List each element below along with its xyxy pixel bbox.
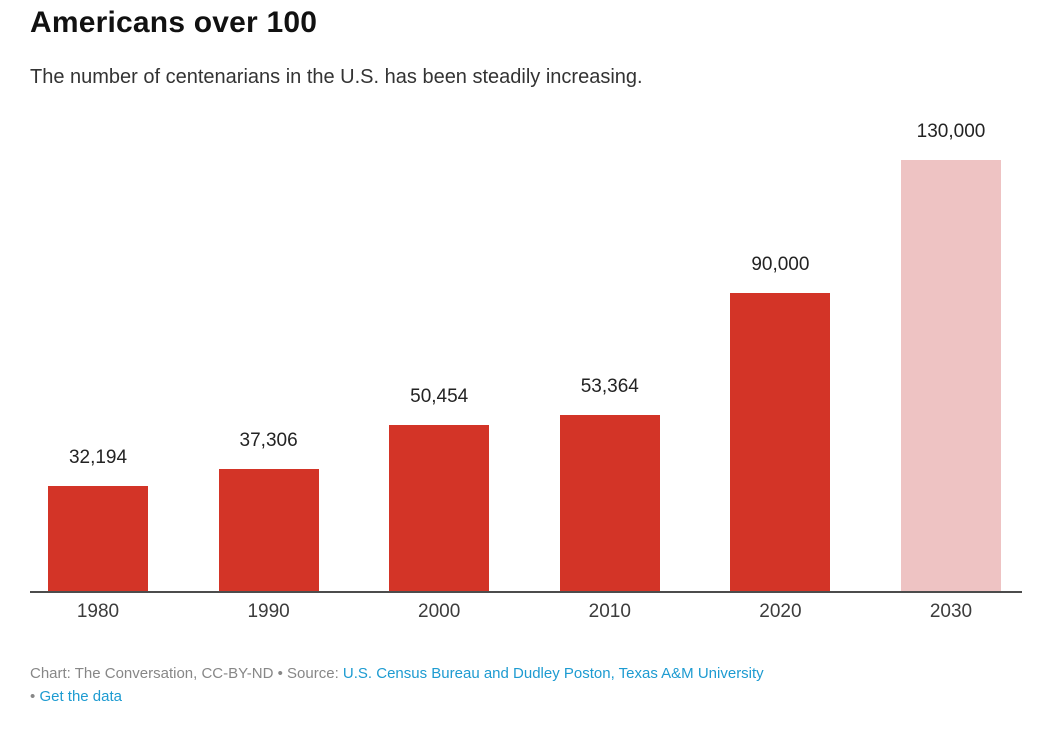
- separator-dot: •: [277, 665, 283, 682]
- x-tick-label-2020: 2020: [759, 601, 802, 622]
- bar-2020: [730, 293, 831, 593]
- x-tick-label-2030: 2030: [929, 601, 973, 622]
- value-label-1980: 32,194: [68, 446, 128, 468]
- separator-dot: •: [30, 688, 36, 705]
- bar-chart-plot-area: 32,194 1980 37,306 1990 50,454 2000 53,364 2010…: [30, 110, 1022, 622]
- value-label-2010: 53,364: [580, 376, 639, 398]
- value-label-2030: 130,000: [916, 121, 986, 142]
- source-label: Source:: [287, 665, 339, 682]
- x-tick-label-2000: 2000: [418, 601, 461, 622]
- x-tick-label-2010: 2010: [588, 601, 631, 622]
- chart-title: Americans over 100: [30, 6, 318, 39]
- bar-1980: [48, 485, 148, 593]
- chart-footer: Chart: The Conversation, CC-BY-ND • Sour…: [30, 662, 1030, 708]
- x-tick-label-1980: 1980: [76, 601, 120, 622]
- source-link[interactable]: U.S. Census Bureau and Dudley Poston, Te…: [342, 665, 764, 682]
- value-label-2020: 90,000: [751, 254, 810, 276]
- value-label-2000: 50,454: [410, 385, 469, 407]
- chart-credit: Chart: The Conversation, CC-BY-ND: [30, 665, 274, 682]
- chart-subtitle: The number of centenarians in the U.S. h…: [30, 66, 643, 88]
- x-axis-line: [30, 591, 1022, 593]
- value-label-1990: 37,306: [239, 429, 298, 451]
- get-the-data-link[interactable]: Get the data: [39, 688, 122, 705]
- footer-line-2: • Get the data: [30, 685, 1030, 708]
- bar-2030: [901, 160, 1001, 593]
- bar-2000: [389, 424, 490, 593]
- x-tick-label-1990: 1990: [247, 601, 290, 622]
- bar-1990: [218, 468, 319, 593]
- bar-2010: [559, 415, 660, 593]
- footer-line-1: Chart: The Conversation, CC-BY-ND • Sour…: [30, 662, 1030, 685]
